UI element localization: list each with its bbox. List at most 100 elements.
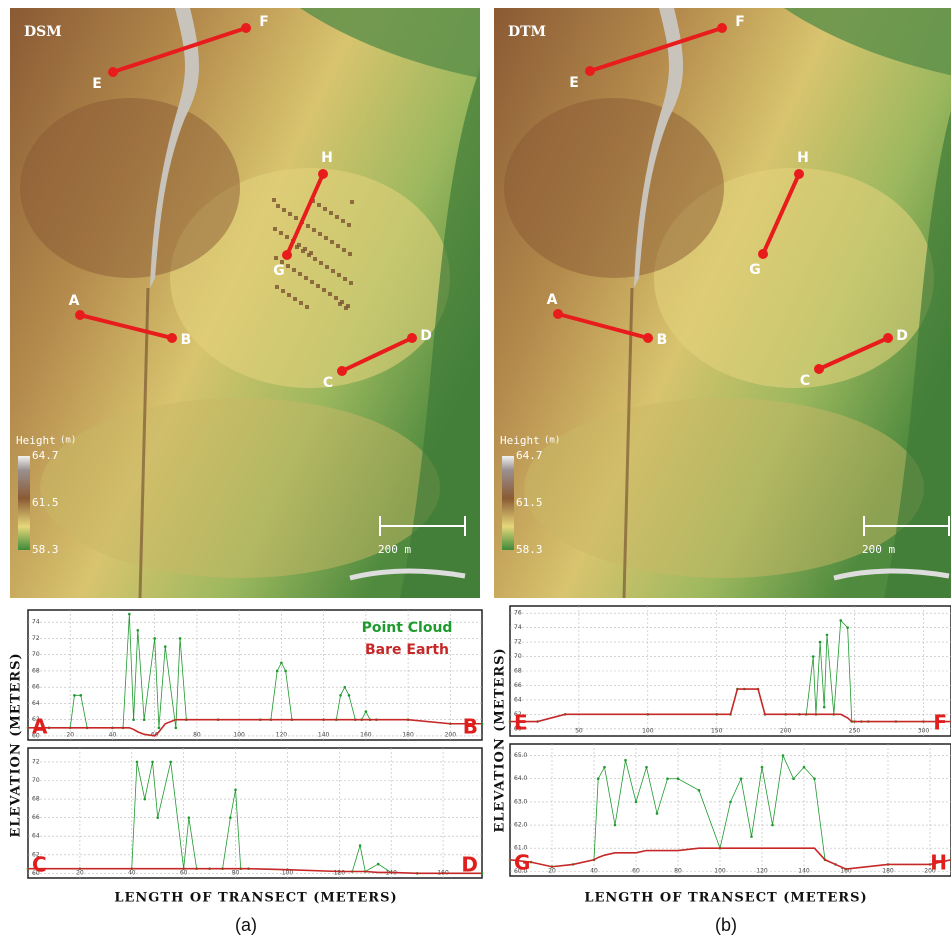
point — [128, 613, 131, 616]
point — [826, 634, 829, 637]
tree-cover — [325, 265, 329, 269]
point — [645, 766, 648, 769]
tree-cover — [347, 223, 351, 227]
transect-label: E — [92, 76, 102, 92]
tree-cover — [336, 244, 340, 248]
point — [792, 777, 795, 780]
y-tick-label: 74 — [32, 619, 40, 626]
transect-label: A — [547, 292, 558, 308]
point — [614, 824, 617, 827]
point — [603, 766, 606, 769]
y-tick-label: 64 — [32, 833, 40, 840]
tree-cover — [318, 232, 322, 236]
x-tick-label: 150 — [711, 728, 723, 735]
transect-label: C — [800, 373, 810, 389]
panel-label: (b) — [715, 915, 737, 935]
point — [153, 637, 156, 640]
x-axis-label: LENGTH OF TRANSECT (METERS) — [114, 891, 397, 906]
transect-start: G — [514, 851, 530, 875]
tree-cover — [337, 273, 341, 277]
tree-cover — [294, 216, 298, 220]
tree-cover — [293, 297, 297, 301]
y-tick-label: 70 — [514, 653, 522, 660]
point — [188, 816, 191, 819]
point — [677, 777, 680, 780]
tree-cover — [285, 235, 289, 239]
transect-end — [643, 333, 653, 343]
plot-area — [510, 744, 951, 876]
terrain-patch — [20, 98, 240, 278]
tree-cover — [298, 272, 302, 276]
tree-cover — [276, 204, 280, 208]
tree-cover — [349, 281, 353, 285]
tree-cover — [322, 288, 326, 292]
y-tick-label: 76 — [514, 610, 522, 617]
x-tick-label: 80 — [674, 868, 682, 875]
point — [339, 694, 342, 697]
point — [179, 637, 182, 640]
x-tick-label: 60 — [180, 870, 188, 877]
legend-entry: Bare Earth — [365, 642, 449, 658]
y-tick-label: 66 — [32, 684, 40, 691]
x-tick-label: 180 — [402, 732, 414, 739]
point — [803, 766, 806, 769]
point — [377, 863, 380, 866]
y-tick-label: 72 — [32, 758, 40, 765]
transect-label: F — [735, 14, 745, 30]
x-tick-label: 20 — [76, 870, 84, 877]
tree-cover — [348, 252, 352, 256]
tree-cover — [317, 203, 321, 207]
point — [158, 727, 161, 730]
point — [823, 706, 826, 709]
point — [365, 710, 368, 713]
transect-end: B — [463, 715, 478, 739]
tree-cover — [306, 224, 310, 228]
y-axis-label: ELEVATION (METERS) — [9, 652, 24, 837]
transect-end — [585, 66, 595, 76]
x-tick-label: 20 — [548, 868, 556, 875]
y-tick-label: 64.0 — [514, 775, 528, 782]
point — [348, 694, 351, 697]
x-tick-label: 120 — [756, 868, 768, 875]
legend-tick: 61.5 — [32, 496, 59, 509]
x-tick-label: 140 — [318, 732, 330, 739]
point — [597, 777, 600, 780]
x-tick-label: 40 — [109, 732, 117, 739]
x-tick-label: 40 — [128, 870, 136, 877]
tree-cover — [342, 248, 346, 252]
y-tick-label: 64 — [514, 696, 522, 703]
tree-cover — [274, 256, 278, 260]
point — [782, 754, 785, 757]
tree-cover — [335, 215, 339, 219]
tree-cover — [282, 208, 286, 212]
tree-cover — [338, 302, 342, 306]
transect-end: D — [461, 853, 478, 877]
point — [143, 798, 146, 801]
legend-tick: 58.3 — [516, 543, 543, 556]
colorbar — [18, 456, 30, 550]
tree-cover — [319, 261, 323, 265]
point — [846, 626, 849, 629]
tree-cover — [292, 268, 296, 272]
transect-label: G — [273, 263, 285, 279]
transect-end — [758, 249, 768, 259]
x-axis-label: LENGTH OF TRANSECT (METERS) — [584, 891, 867, 906]
x-tick-label: 20 — [66, 732, 74, 739]
tree-cover — [287, 293, 291, 297]
point — [635, 801, 638, 804]
tree-cover — [350, 200, 354, 204]
transect-end — [717, 23, 727, 33]
point — [284, 670, 287, 673]
transect-label: B — [181, 332, 192, 348]
transect-end — [282, 250, 292, 260]
tree-cover — [313, 257, 317, 261]
scale-label: 200 m — [378, 543, 411, 556]
tree-cover — [275, 285, 279, 289]
transect-end: F — [933, 711, 947, 735]
point — [156, 816, 159, 819]
point — [276, 670, 279, 673]
y-tick-label: 74 — [514, 624, 522, 631]
x-tick-label: 40 — [590, 868, 598, 875]
